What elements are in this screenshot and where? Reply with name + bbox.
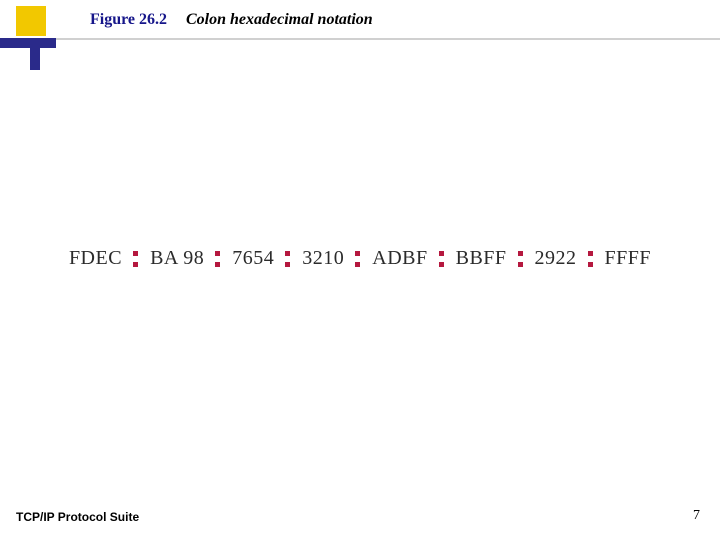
colon-separator-icon — [588, 250, 594, 268]
colon-separator-icon — [439, 250, 445, 268]
ipv6-hex-address: FDEC BA 98 7654 3210 ADBF BBFF 2922 FFFF — [0, 247, 720, 270]
hex-group: 7654 — [232, 247, 274, 270]
colon-separator-icon — [518, 250, 524, 268]
figure-title: Colon hexadecimal notation — [186, 11, 373, 29]
decor-yellow-block — [16, 6, 46, 36]
hex-group: FFFF — [605, 247, 652, 270]
hex-group: BA 98 — [150, 247, 204, 270]
hex-group: FDEC — [69, 247, 122, 270]
hex-group: 2922 — [535, 247, 577, 270]
decor-blue-strip-vertical — [30, 48, 40, 70]
slide-header: Figure 26.2 Colon hexadecimal notation — [0, 0, 720, 70]
figure-label: Figure 26.2 — [90, 11, 167, 29]
hex-group: ADBF — [372, 247, 427, 270]
decor-grey-rule — [56, 38, 720, 40]
colon-separator-icon — [133, 250, 139, 268]
footer-text: TCP/IP Protocol Suite — [16, 510, 139, 524]
colon-separator-icon — [355, 250, 361, 268]
hex-group: BBFF — [456, 247, 507, 270]
page-number: 7 — [693, 508, 700, 524]
hex-group: 3210 — [302, 247, 344, 270]
decor-blue-strip-horizontal — [0, 38, 56, 48]
colon-separator-icon — [215, 250, 221, 268]
colon-separator-icon — [285, 250, 291, 268]
